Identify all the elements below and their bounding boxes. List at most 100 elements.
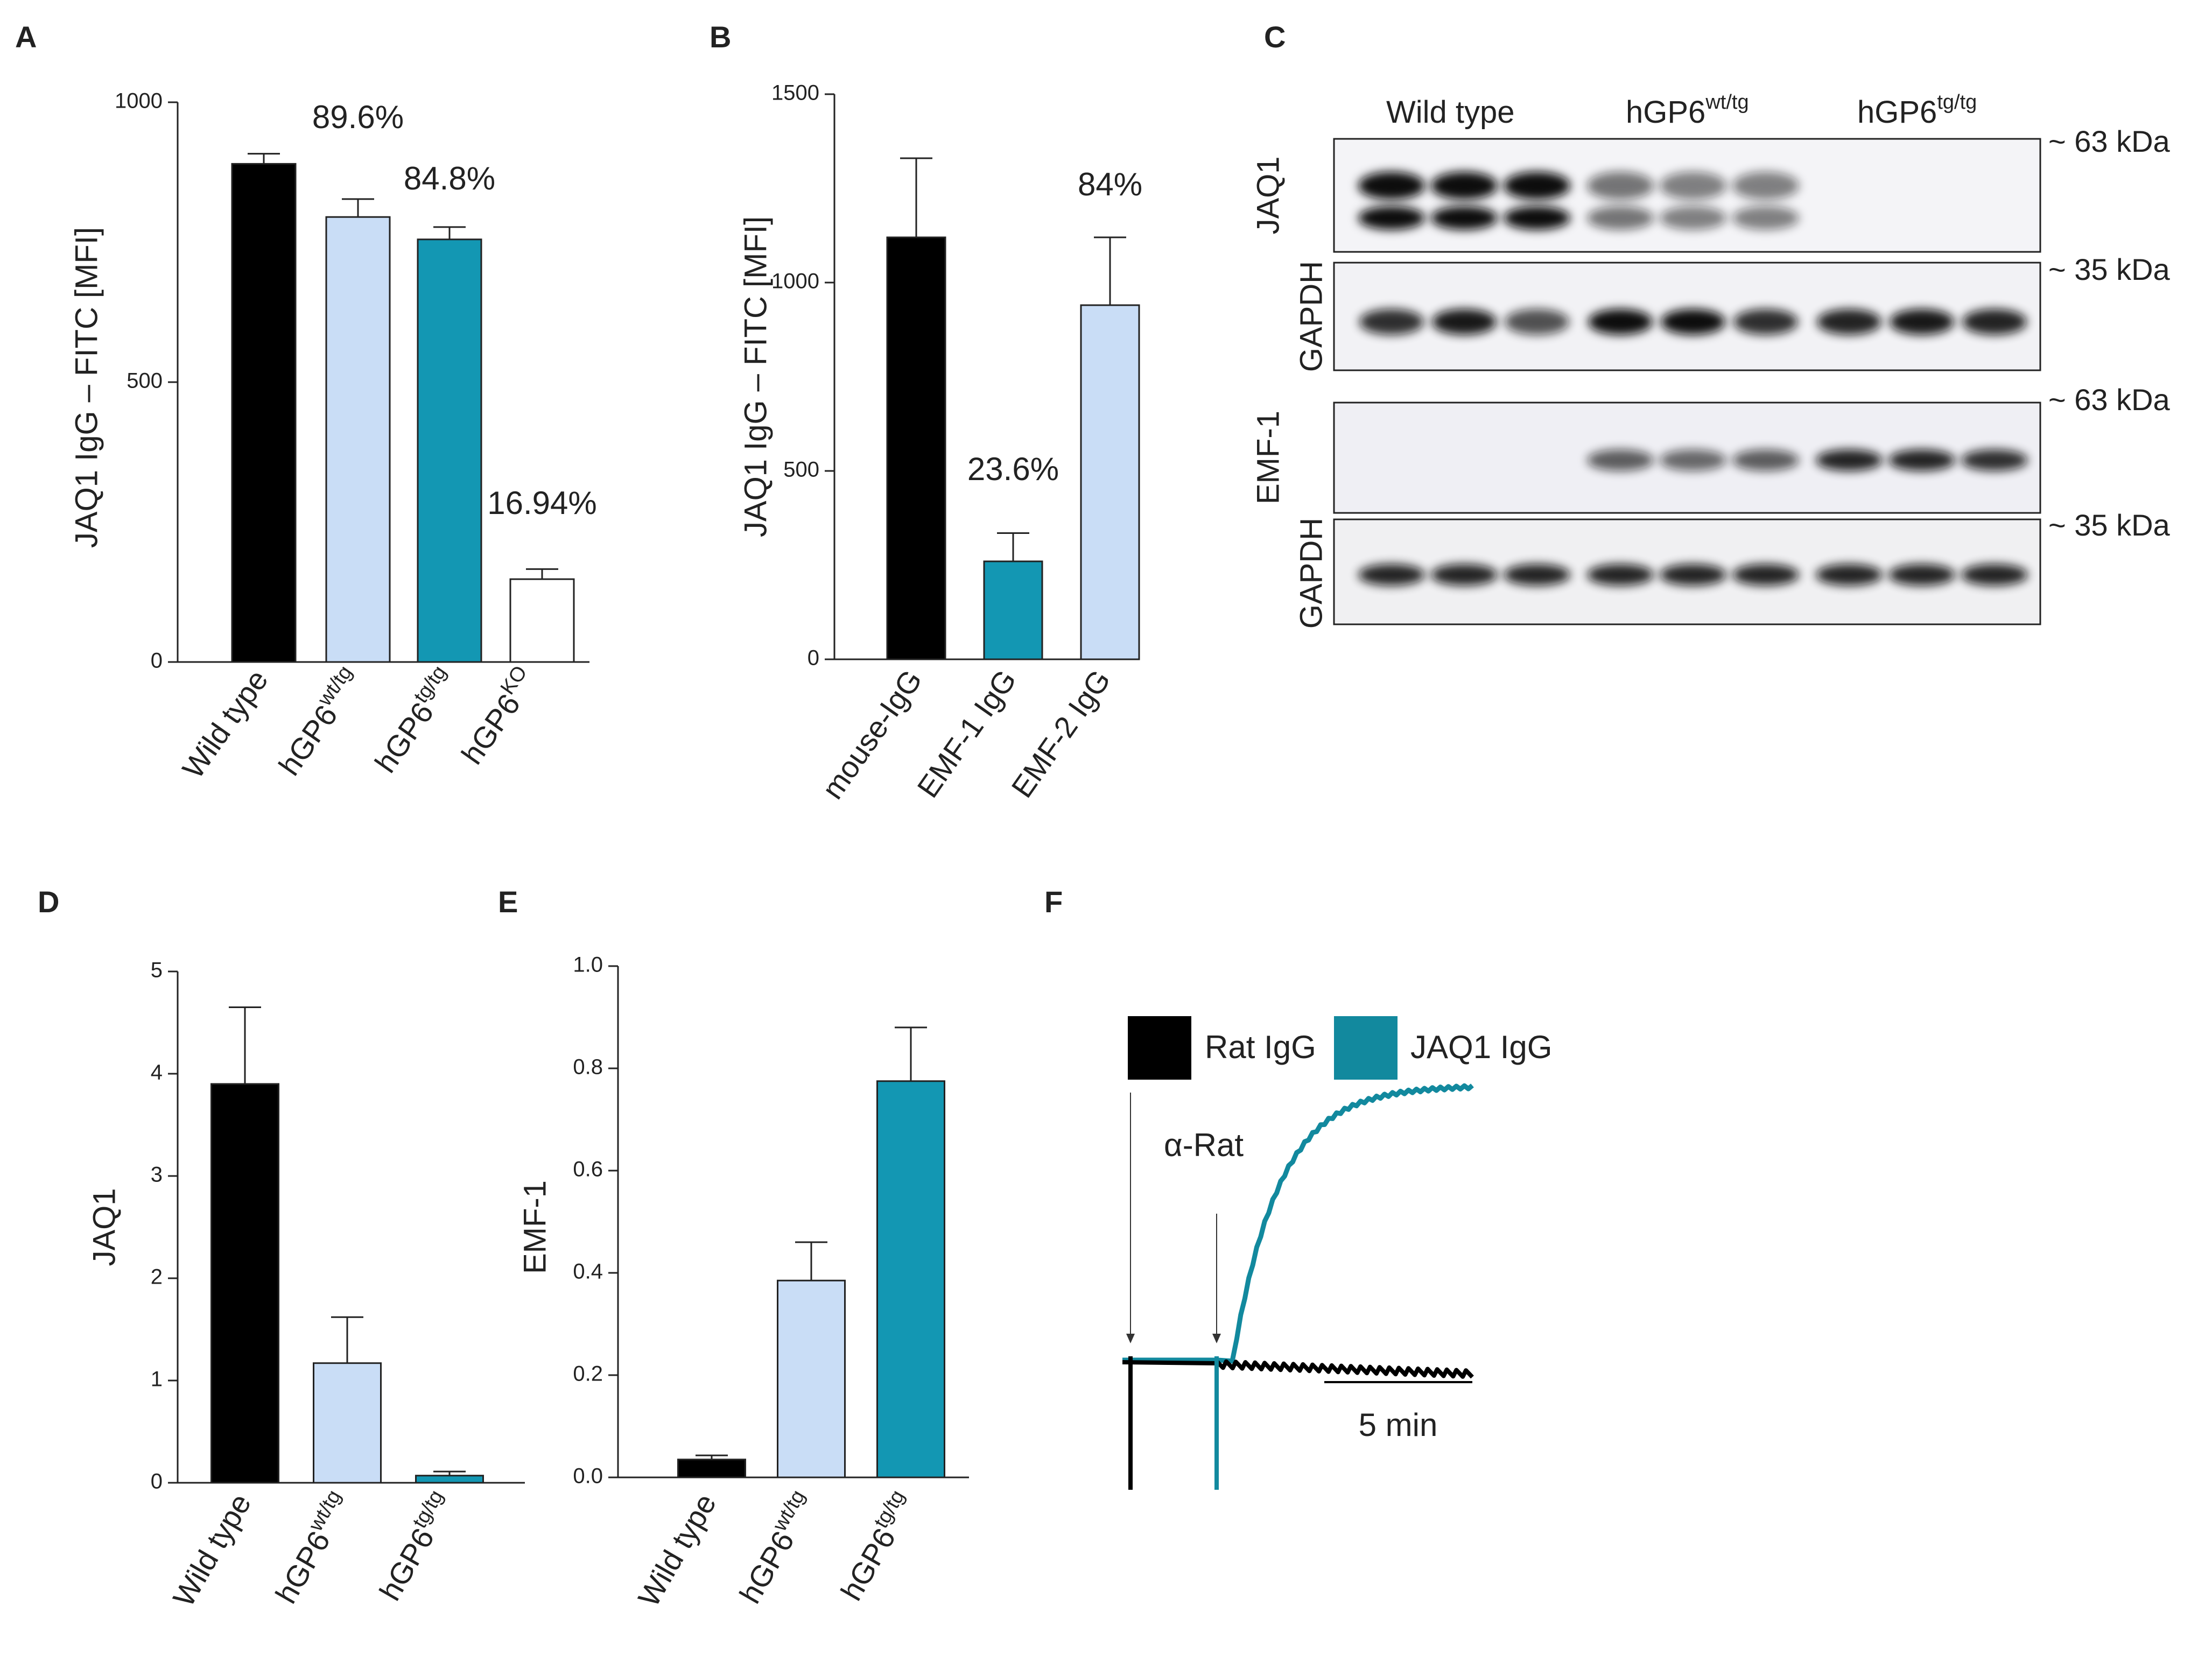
arrowhead-anti-rat xyxy=(1212,1334,1221,1343)
band-gapdh-2 xyxy=(1431,564,1498,586)
panel-label-e: E xyxy=(498,885,518,919)
y-axis-label-b: JAQ1 IgG – FITC [MFI] xyxy=(738,216,773,537)
y-tick-label: 0.8 xyxy=(573,1055,603,1079)
band-gapdh-2 xyxy=(1660,564,1726,586)
x-tick-label-a-1: Wild type xyxy=(175,664,275,785)
bar-d-3 xyxy=(415,1475,484,1484)
band-jaq1-lower xyxy=(1431,206,1498,230)
legend-label-jaq1-igg: JAQ1 IgG xyxy=(1410,1029,1552,1065)
band-gapdh-1 xyxy=(1817,309,1881,335)
legend-swatch-jaq1-igg xyxy=(1334,1016,1398,1080)
bar-a-1 xyxy=(231,163,297,663)
mw-marker-35kda-1: ~ 35 kDa xyxy=(2048,252,2171,286)
band-gapdh-2 xyxy=(1504,564,1570,586)
bar-b-1 xyxy=(886,236,946,660)
y-tick-label: 500 xyxy=(127,369,163,393)
mw-marker-35kda-2: ~ 35 kDa xyxy=(2048,508,2171,542)
annotation-anti-rat: α-Rat xyxy=(1164,1127,1244,1163)
western-blot-panel: Wild type hGP6wt/tg hGP6tg/tg JAQ1 GAPDH… xyxy=(1251,91,2170,629)
legend: Rat IgG JAQ1 IgG xyxy=(1128,1016,1552,1080)
band-emf1 xyxy=(1816,449,1883,471)
y-axis-label-e: EMF-1 xyxy=(517,1180,552,1274)
band-gapdh-1 xyxy=(1733,309,1798,335)
mw-marker-63kda-2: ~ 63 kDa xyxy=(2048,383,2171,417)
y-tick-label: 0.0 xyxy=(573,1464,603,1488)
percent-annotation-a-3: 84.8% xyxy=(404,160,495,196)
y-tick-label: 2 xyxy=(151,1265,163,1289)
x-tick-label-d-1: Wild type xyxy=(166,1488,258,1612)
band-gapdh-1 xyxy=(1588,309,1653,335)
trace-rat-igg xyxy=(1122,1359,1474,1379)
band-gapdh-1 xyxy=(1962,309,2027,335)
band-gapdh-1 xyxy=(1359,309,1424,335)
band-emf1 xyxy=(1888,449,1955,471)
x-tick-label-e-1: Wild type xyxy=(631,1488,723,1612)
band-jaq1-upper xyxy=(1358,172,1425,200)
blot-group-wild-type: Wild type xyxy=(1386,95,1515,130)
x-tick-label-e-3: hGP6tg/tg xyxy=(831,1487,922,1607)
x-tick-label-a-2: hGP6wt/tg xyxy=(269,661,369,781)
chart-e-emf1-quantification: 0.0 0.2 0.4 0.6 0.8 1.0 EMF-1 Wild type hGP6wt/t… xyxy=(517,953,969,1612)
band-emf1 xyxy=(1732,449,1799,471)
chart-f-aggregation-traces: Rat IgG JAQ1 IgG α-Rat 5 min xyxy=(1122,1016,1552,1490)
band-jaq1-upper xyxy=(1660,172,1726,200)
x-tick-label-d-2: hGP6wt/tg xyxy=(266,1487,358,1609)
bar-a-2 xyxy=(325,216,391,663)
blot-mw-markers: ~ 63 kDa ~ 35 kDa ~ 63 kDa ~ 35 kDa xyxy=(2048,124,2171,542)
panel-label-b: B xyxy=(710,20,731,54)
blot-row-label-gapdh-2: GAPDH xyxy=(1294,518,1329,629)
band-jaq1-lower xyxy=(1732,206,1799,230)
blot-group-hgp6-wt-tg: hGP6wt/tg xyxy=(1626,91,1749,130)
blot-row-labels: JAQ1 GAPDH EMF-1 GAPDH xyxy=(1251,156,1329,629)
y-tick-label: 1000 xyxy=(115,89,163,113)
band-jaq1-upper xyxy=(1732,172,1799,200)
y-tick-label: 1 xyxy=(151,1368,163,1391)
arrowhead-rat-igg xyxy=(1126,1334,1135,1343)
band-gapdh-2 xyxy=(1961,564,2028,586)
band-emf1 xyxy=(1587,449,1654,471)
bar-a-3 xyxy=(417,238,482,663)
blot-row-label-jaq1: JAQ1 xyxy=(1251,156,1286,234)
band-jaq1-lower xyxy=(1587,206,1654,230)
legend-swatch-rat-igg xyxy=(1128,1016,1191,1080)
band-gapdh-1 xyxy=(1505,309,1569,335)
y-axis-label-a: JAQ1 IgG – FITC [MFI] xyxy=(69,227,104,548)
bar-b-2 xyxy=(983,560,1043,660)
blot-row-label-gapdh-1: GAPDH xyxy=(1294,261,1329,372)
blot-group-hgp6-tg-tg: hGP6tg/tg xyxy=(1857,91,1977,130)
y-tick-label: 0 xyxy=(151,649,163,673)
band-gapdh-2 xyxy=(1732,564,1799,586)
percent-annotation-a-2: 89.6% xyxy=(312,99,404,135)
percent-annotation-a-4: 16.94% xyxy=(487,485,597,521)
y-tick-label: 1500 xyxy=(771,81,819,105)
band-gapdh-2 xyxy=(1816,564,1883,586)
band-jaq1-upper xyxy=(1431,172,1498,200)
y-tick-label: 5 xyxy=(151,959,163,982)
band-jaq1-upper xyxy=(1504,172,1570,200)
bar-d-1 xyxy=(210,1083,279,1484)
x-tick-label-e-2: hGP6wt/tg xyxy=(730,1487,822,1609)
y-tick-label: 1.0 xyxy=(573,953,603,977)
y-tick-label: 0.2 xyxy=(573,1362,603,1386)
band-emf1 xyxy=(1660,449,1726,471)
y-axis-label-d: JAQ1 xyxy=(87,1188,122,1266)
blot-group-labels: Wild type hGP6wt/tg hGP6tg/tg xyxy=(1386,91,1977,130)
panel-label-a: A xyxy=(15,20,37,54)
panel-label-d: D xyxy=(38,885,59,919)
band-jaq1-lower xyxy=(1358,206,1425,230)
x-tick-label-d-3: hGP6tg/tg xyxy=(370,1487,460,1607)
mw-marker-63kda-1: ~ 63 kDa xyxy=(2048,124,2171,158)
y-tick-label: 0 xyxy=(807,646,819,670)
percent-annotation-b-2: 23.6% xyxy=(967,451,1059,487)
band-gapdh-1 xyxy=(1432,309,1497,335)
y-tick-label: 500 xyxy=(783,458,819,482)
y-tick-label: 0.4 xyxy=(573,1260,603,1284)
x-tick-label-a-3: hGP6tg/tg xyxy=(366,661,463,778)
panel-label-f: F xyxy=(1044,885,1063,919)
y-tick-label: 3 xyxy=(151,1163,163,1187)
y-tick-label: 1000 xyxy=(771,270,819,293)
bar-e-3 xyxy=(876,1080,945,1478)
